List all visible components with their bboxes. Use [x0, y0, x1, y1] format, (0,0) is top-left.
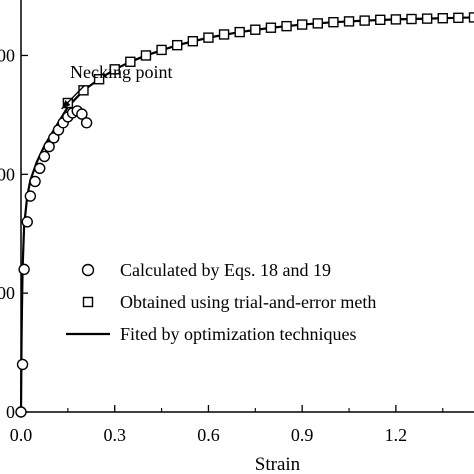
- x-tick-label: 0.0: [10, 425, 33, 445]
- circle-marker: [76, 108, 88, 120]
- y-tick-label: 00: [0, 283, 15, 303]
- annotation: Necking point: [61, 62, 172, 110]
- square-marker: [375, 14, 386, 26]
- square-marker: [406, 13, 417, 25]
- square-marker: [140, 50, 152, 61]
- annotation-label: Necking point: [70, 62, 172, 82]
- square-marker: [312, 18, 323, 29]
- square-marker: [156, 44, 167, 56]
- annotation-arrowhead: [61, 100, 71, 109]
- square-marker: [468, 12, 474, 23]
- x-axis: 0.0 0.3 0.6 0.9 1.2: [10, 405, 444, 445]
- square-marker: [453, 12, 464, 24]
- square-marker: [125, 56, 136, 67]
- x-tick-label: 0.6: [197, 425, 220, 445]
- circle-marker: [16, 358, 29, 371]
- legend-label: Fited by optimization techniques: [120, 324, 356, 344]
- square-marker: [203, 32, 214, 43]
- square-marker: [172, 39, 183, 51]
- legend-label: Calculated by Eqs. 18 and 19: [120, 260, 331, 280]
- legend-square-swatch: [82, 296, 94, 308]
- series-layer: [15, 12, 474, 418]
- square-marker: [265, 22, 277, 33]
- legend: Calculated by Eqs. 18 and 19 Obtained usi…: [66, 260, 376, 344]
- circle-marker: [43, 140, 55, 153]
- legend-circle-swatch: [81, 263, 95, 277]
- x-axis-label: Strain: [255, 454, 301, 474]
- circle-marker: [24, 190, 37, 202]
- circle-marker: [29, 175, 41, 188]
- circle-marker: [80, 117, 93, 129]
- square-marker: [234, 26, 245, 38]
- circle-marker: [38, 150, 51, 163]
- y-tick-label: 00: [0, 45, 15, 65]
- square-marker: [296, 19, 308, 30]
- y-tick-label: 00: [0, 164, 15, 184]
- square-marker: [390, 14, 402, 25]
- square-marker: [109, 64, 120, 75]
- square-marker: [437, 13, 448, 24]
- x-tick-label: 0.9: [291, 425, 314, 445]
- square-marker: [281, 20, 292, 32]
- square-marker: [343, 16, 355, 27]
- square-marker: [187, 36, 199, 47]
- circle-marker: [21, 216, 33, 228]
- circle-marker: [34, 162, 46, 175]
- circle-marker: [15, 406, 27, 418]
- square-marker: [218, 29, 230, 40]
- square-marker: [421, 13, 433, 24]
- square-marker: [250, 24, 261, 35]
- x-tick-label: 1.2: [385, 425, 408, 445]
- x-tick-label: 0.3: [103, 425, 126, 445]
- circle-marker: [18, 263, 30, 276]
- square-marker: [93, 74, 105, 85]
- y-tick-label: 0: [6, 402, 15, 422]
- square-marker: [359, 15, 370, 26]
- legend-label: Obtained using trial-and-error meth: [120, 292, 376, 312]
- square-marker: [328, 16, 339, 28]
